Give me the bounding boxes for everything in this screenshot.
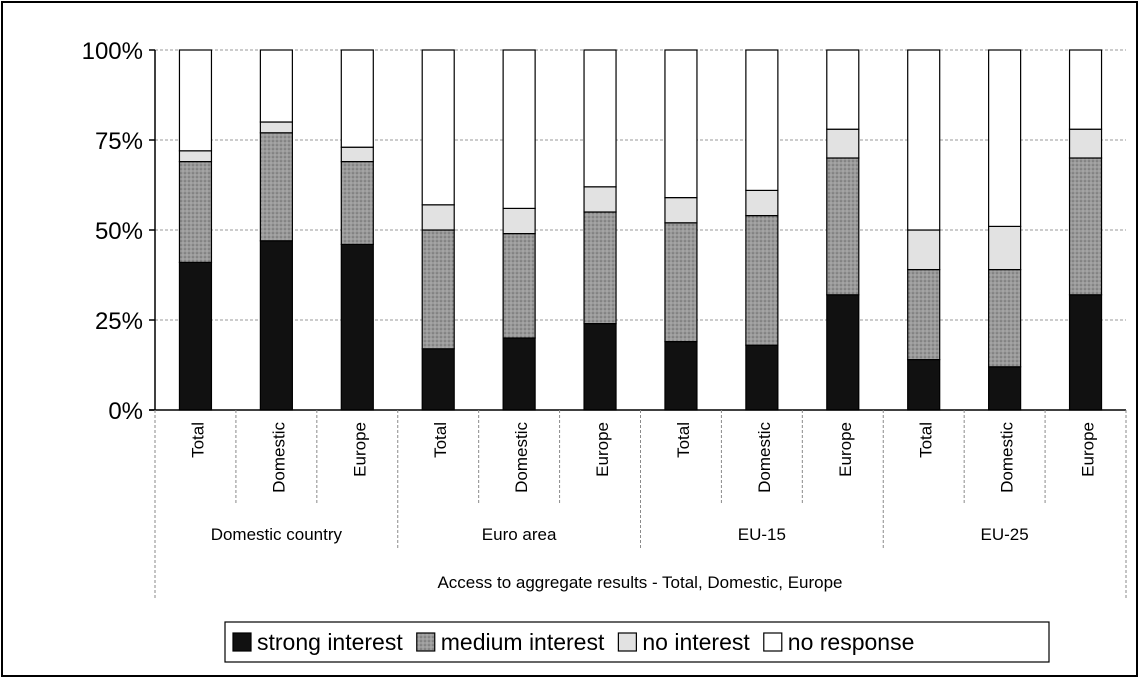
bar-segment-medium-interest <box>664 222 698 343</box>
legend-swatch <box>763 632 783 652</box>
x-group-label: EU-25 <box>981 525 1029 544</box>
bar-segment-no-response <box>826 49 860 130</box>
bar-segment-no-response <box>664 49 698 199</box>
bar-segment-medium-interest <box>826 157 860 296</box>
x-category-label: Europe <box>593 422 612 477</box>
legend-entry: no response <box>788 629 915 655</box>
bar-segment-strong-interest <box>583 323 617 411</box>
bar-segment-medium-interest <box>502 233 536 339</box>
bar-segment-medium-interest <box>421 229 455 350</box>
x-category-label: Domestic <box>755 422 774 493</box>
bar-segment-no-interest <box>1068 128 1103 159</box>
bar-segment-medium-interest <box>583 211 617 325</box>
bar-segment-strong-interest <box>826 294 860 411</box>
y-tick-labels: 0% 25% 50% 75% 100% <box>82 38 143 425</box>
x-category-label: Europe <box>836 422 855 477</box>
legend-entry: medium interest <box>441 629 605 655</box>
bar-segment-no-interest <box>259 121 293 134</box>
gridlines <box>155 49 1126 321</box>
bar-segment-strong-interest <box>178 261 213 411</box>
x-group-label: EU-15 <box>738 525 786 544</box>
bar-segment-strong-interest <box>664 341 698 411</box>
bar-segment-strong-interest <box>745 344 779 411</box>
x-group-label: Domestic country <box>211 525 343 544</box>
bar-segment-no-response <box>421 49 455 206</box>
bar-segment-no-interest <box>907 229 941 271</box>
bar-segment-strong-interest <box>1068 294 1103 411</box>
bar-segment-no-interest <box>826 128 860 159</box>
bar-segment-strong-interest <box>502 337 536 411</box>
bar-segment-medium-interest <box>1068 157 1103 296</box>
bar-segment-medium-interest <box>988 269 1022 368</box>
bar-segment-no-interest <box>421 204 455 231</box>
bar-segment-no-interest <box>178 150 213 163</box>
bar-segment-medium-interest <box>745 215 779 346</box>
y-tick-label: 100% <box>82 38 143 65</box>
x-category-label: Domestic <box>512 422 531 493</box>
y-tick-label: 25% <box>95 308 143 335</box>
bar-segment-medium-interest <box>259 132 293 242</box>
x-category-label: Domestic <box>269 422 288 493</box>
legend-entry: strong interest <box>257 629 403 655</box>
bar-segment-no-response <box>1068 49 1103 130</box>
y-tick-label: 75% <box>95 128 143 155</box>
legend-entry: no interest <box>642 629 750 655</box>
bar-segment-no-interest <box>664 197 698 224</box>
y-tick-label: 0% <box>108 398 143 425</box>
x-category-label: Total <box>188 422 207 458</box>
bar-segment-no-response <box>988 49 1022 227</box>
x-category-label: Total <box>917 422 936 458</box>
bar-segment-no-interest <box>340 146 374 163</box>
bar-segment-medium-interest <box>178 161 213 264</box>
bar-segment-strong-interest <box>259 240 293 411</box>
x-category-label: Total <box>431 422 450 458</box>
legend-swatch <box>416 632 436 652</box>
bar-segment-strong-interest <box>907 359 941 411</box>
axes <box>149 49 1127 598</box>
x-category-label: Europe <box>350 422 369 477</box>
x-category-label: Europe <box>1079 422 1098 477</box>
legend-swatch <box>232 632 252 652</box>
bar-segment-strong-interest <box>421 348 455 411</box>
y-tick-label: 50% <box>95 218 143 245</box>
x-group-labels: Domestic country Euro area EU-15 EU-25 <box>211 525 1029 544</box>
x-category-label: Domestic <box>998 422 1017 493</box>
bar-segment-no-response <box>502 49 536 209</box>
legend-box <box>224 621 1050 663</box>
bar-segment-medium-interest <box>340 161 374 246</box>
x-axis-title: Access to aggregate results - Total, Dom… <box>437 573 842 592</box>
legend: strong interest medium interest no interes… <box>224 621 1050 663</box>
bar-segment-no-interest <box>502 207 536 235</box>
bar-segment-no-response <box>583 49 617 188</box>
bar-segment-no-response <box>178 49 213 152</box>
bar-segment-no-response <box>340 49 374 148</box>
bar-segment-no-interest <box>988 225 1022 271</box>
bar-segment-no-response <box>745 49 779 191</box>
bar-segment-medium-interest <box>907 269 941 361</box>
x-category-labels: Total Domestic Europe Total Domestic Europe To… <box>188 422 1097 493</box>
bar-segment-no-response <box>259 49 293 123</box>
bar-segment-strong-interest <box>988 366 1022 411</box>
bar-segment-no-interest <box>745 189 779 217</box>
legend-swatch <box>617 632 637 652</box>
bar-segment-no-interest <box>583 186 617 213</box>
x-category-label: Total <box>674 422 693 458</box>
x-group-label: Euro area <box>482 525 557 544</box>
bar-segment-strong-interest <box>340 243 374 411</box>
bar-segment-no-response <box>907 49 941 231</box>
